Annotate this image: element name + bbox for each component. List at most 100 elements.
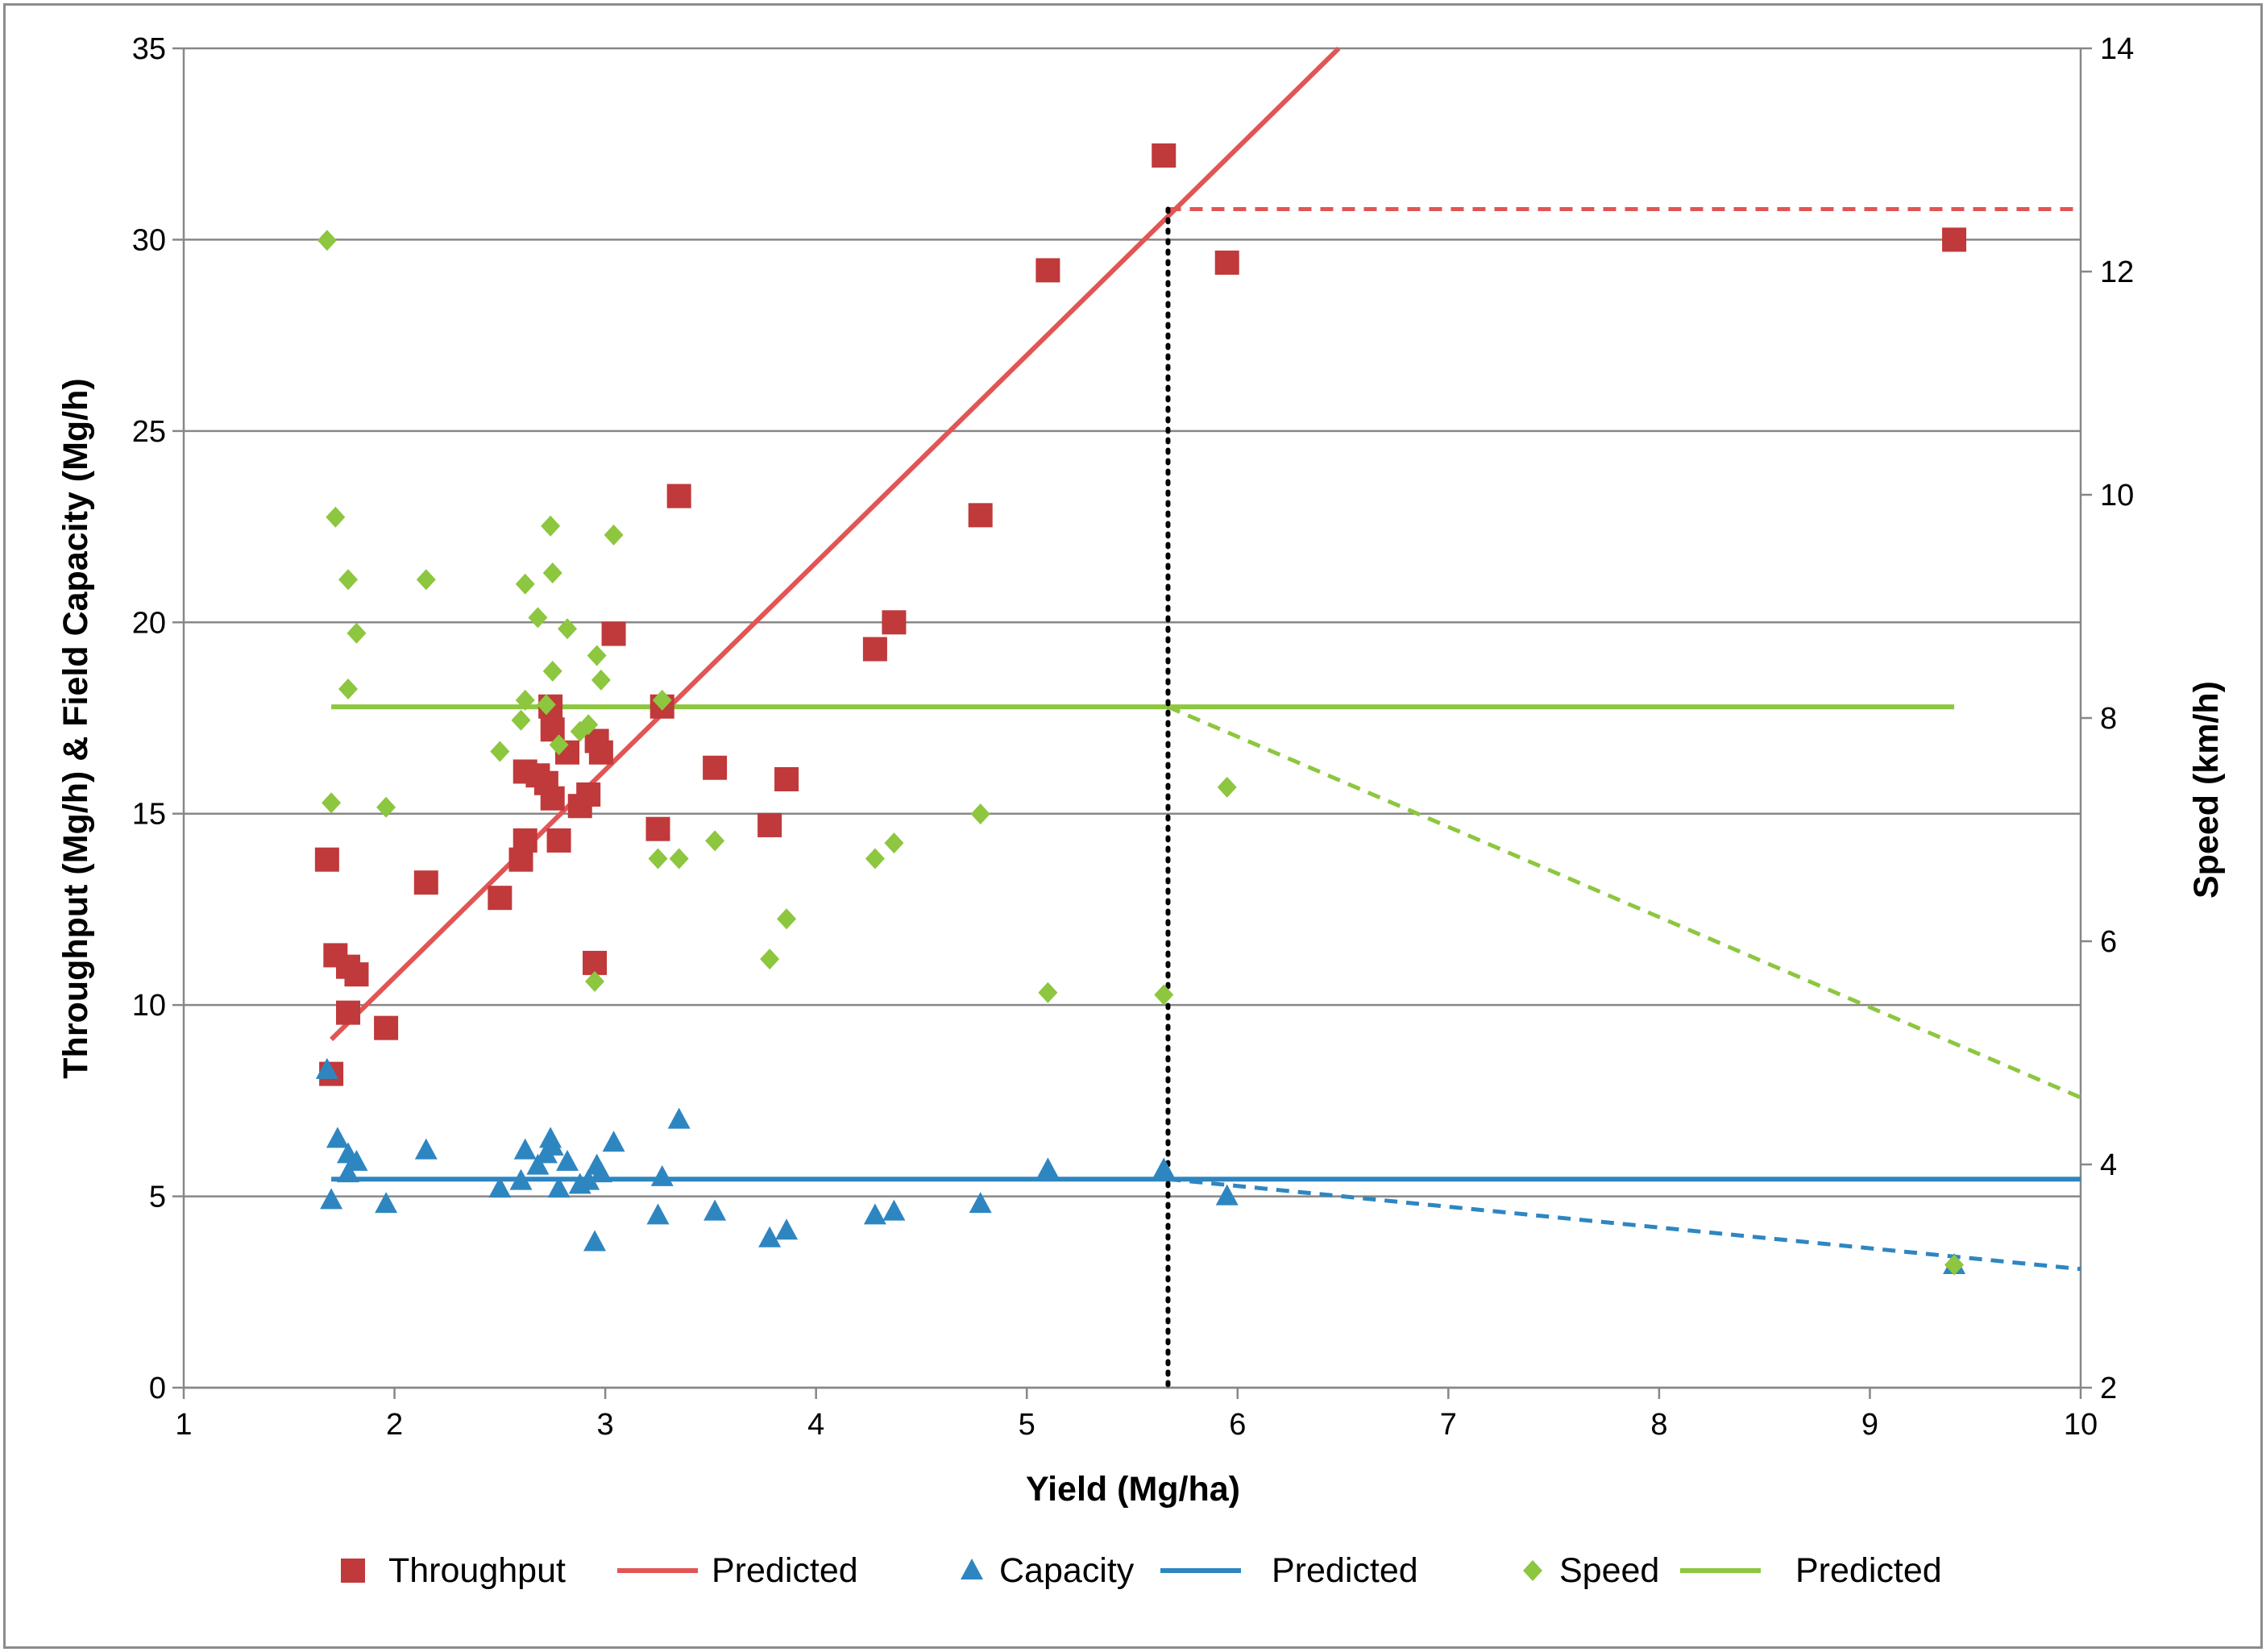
legend-swatch-0 (341, 1559, 365, 1583)
capacity-point-24 (650, 1164, 674, 1186)
capacity-point-26 (703, 1199, 727, 1221)
throughput-point-20 (576, 782, 601, 807)
capacity-point-23 (646, 1203, 670, 1225)
speed-point-26 (652, 689, 672, 711)
legend-label-5: Predicted (1795, 1551, 1942, 1590)
throughput-point-34 (1035, 258, 1060, 283)
throughput-point-6 (374, 1015, 399, 1040)
legend-label-4: Speed (1559, 1551, 1659, 1590)
speed-point-18 (558, 618, 578, 640)
data-markers (314, 143, 1967, 1276)
legend-swatch-2 (961, 1559, 983, 1579)
throughput-point-10 (513, 828, 537, 853)
speed-point-15 (542, 562, 562, 583)
speed-point-34 (1038, 982, 1058, 1003)
throughput-point-37 (1942, 227, 1967, 252)
capacity-point-8 (488, 1177, 512, 1198)
predicted-extension-3 (1168, 1177, 2081, 1272)
speed-point-4 (338, 678, 359, 699)
throughput-point-7 (413, 870, 438, 895)
speed-point-5 (347, 622, 367, 644)
capacity-point-32 (1036, 1157, 1060, 1179)
throughput-point-25 (645, 816, 670, 841)
chart-frame (3, 3, 2263, 1649)
capacity-point-10 (513, 1138, 537, 1160)
speed-point-11 (515, 689, 535, 711)
capacity-point-33 (1152, 1157, 1176, 1179)
capacity-point-6 (375, 1192, 398, 1214)
left-tick-label-5: 5 (149, 1181, 166, 1214)
throughput-point-24 (601, 621, 626, 646)
speed-point-32 (884, 832, 904, 854)
capacity-point-34 (1215, 1184, 1239, 1206)
right-y-axis-title: Speed (km/h) (2187, 681, 2226, 899)
speed-point-6 (376, 796, 396, 818)
x-tick-label-6: 6 (1229, 1408, 1246, 1442)
left-tick-label-10: 10 (132, 989, 166, 1023)
capacity-point-28 (775, 1218, 799, 1240)
throughput-point-0 (314, 847, 339, 872)
right-tick-label-8: 8 (2100, 702, 2117, 736)
speed-point-23 (591, 669, 611, 691)
speed-point-17 (549, 734, 569, 756)
x-axis-title: Yield (Mg/ha) (1026, 1470, 1240, 1509)
capacity-point-4 (337, 1161, 360, 1183)
capacity-point-31 (969, 1192, 992, 1214)
throughput-point-28 (703, 755, 728, 780)
throughput-point-17 (546, 828, 571, 853)
speed-point-10 (515, 573, 535, 595)
throughput-point-23 (588, 740, 613, 765)
right-tick-label-10: 10 (2100, 479, 2134, 513)
speed-point-21 (585, 970, 605, 992)
speed-point-27 (669, 848, 689, 870)
speed-point-12 (528, 607, 548, 629)
predicted-line-1 (329, 46, 1341, 1042)
speed-point-28 (705, 830, 725, 852)
speed-point-22 (587, 645, 607, 666)
speed-point-31 (865, 848, 885, 870)
right-tick-label-12: 12 (2100, 255, 2134, 289)
capacity-point-0 (315, 1057, 338, 1079)
x-tick-label-7: 7 (1440, 1408, 1457, 1442)
speed-point-35 (1154, 984, 1174, 1006)
speed-point-1 (322, 792, 342, 814)
legend: Throughput Predicted Capacity Predicted Spee… (341, 1551, 1942, 1590)
speed-point-36 (1217, 776, 1237, 798)
speed-point-3 (338, 569, 359, 591)
right-tick-label-2: 2 (2100, 1372, 2117, 1405)
speed-point-13 (536, 694, 556, 716)
throughput-point-30 (774, 766, 799, 791)
legend-label-3: Predicted (1272, 1551, 1418, 1590)
speed-point-33 (970, 803, 990, 825)
throughput-point-35 (1152, 143, 1177, 168)
throughput-point-36 (1214, 250, 1239, 275)
legend-label-2: Capacity (999, 1551, 1135, 1590)
left-tick-label-25: 25 (132, 415, 166, 449)
speed-point-7 (416, 569, 436, 591)
capacity-point-16 (556, 1149, 579, 1171)
speed-point-24 (604, 524, 624, 546)
predicted-extension-5 (1167, 704, 2081, 1100)
speed-point-37 (1944, 1254, 1965, 1276)
x-tick-label-8: 8 (1650, 1408, 1667, 1442)
speed-point-25 (648, 848, 668, 870)
left-tick-label-0: 0 (149, 1372, 166, 1405)
speed-point-2 (326, 506, 346, 528)
right-tick-label-4: 4 (2100, 1148, 2117, 1182)
left-tick-label-20: 20 (132, 606, 166, 640)
x-tick-label-5: 5 (1019, 1408, 1035, 1442)
capacity-point-15 (547, 1177, 571, 1198)
legend-swatch-4 (1523, 1560, 1542, 1581)
speed-point-16 (542, 660, 562, 682)
x-tick-label-9: 9 (1861, 1408, 1878, 1442)
throughput-point-8 (488, 886, 513, 911)
throughput-point-29 (757, 812, 782, 837)
speed-point-20 (579, 714, 599, 736)
legend-label-0: Throughput (388, 1551, 566, 1590)
left-tick-label-15: 15 (132, 798, 166, 832)
right-tick-label-6: 6 (2100, 925, 2117, 959)
left-tick-label-30: 30 (132, 223, 166, 257)
speed-point-14 (541, 515, 561, 537)
throughput-point-27 (666, 484, 691, 508)
